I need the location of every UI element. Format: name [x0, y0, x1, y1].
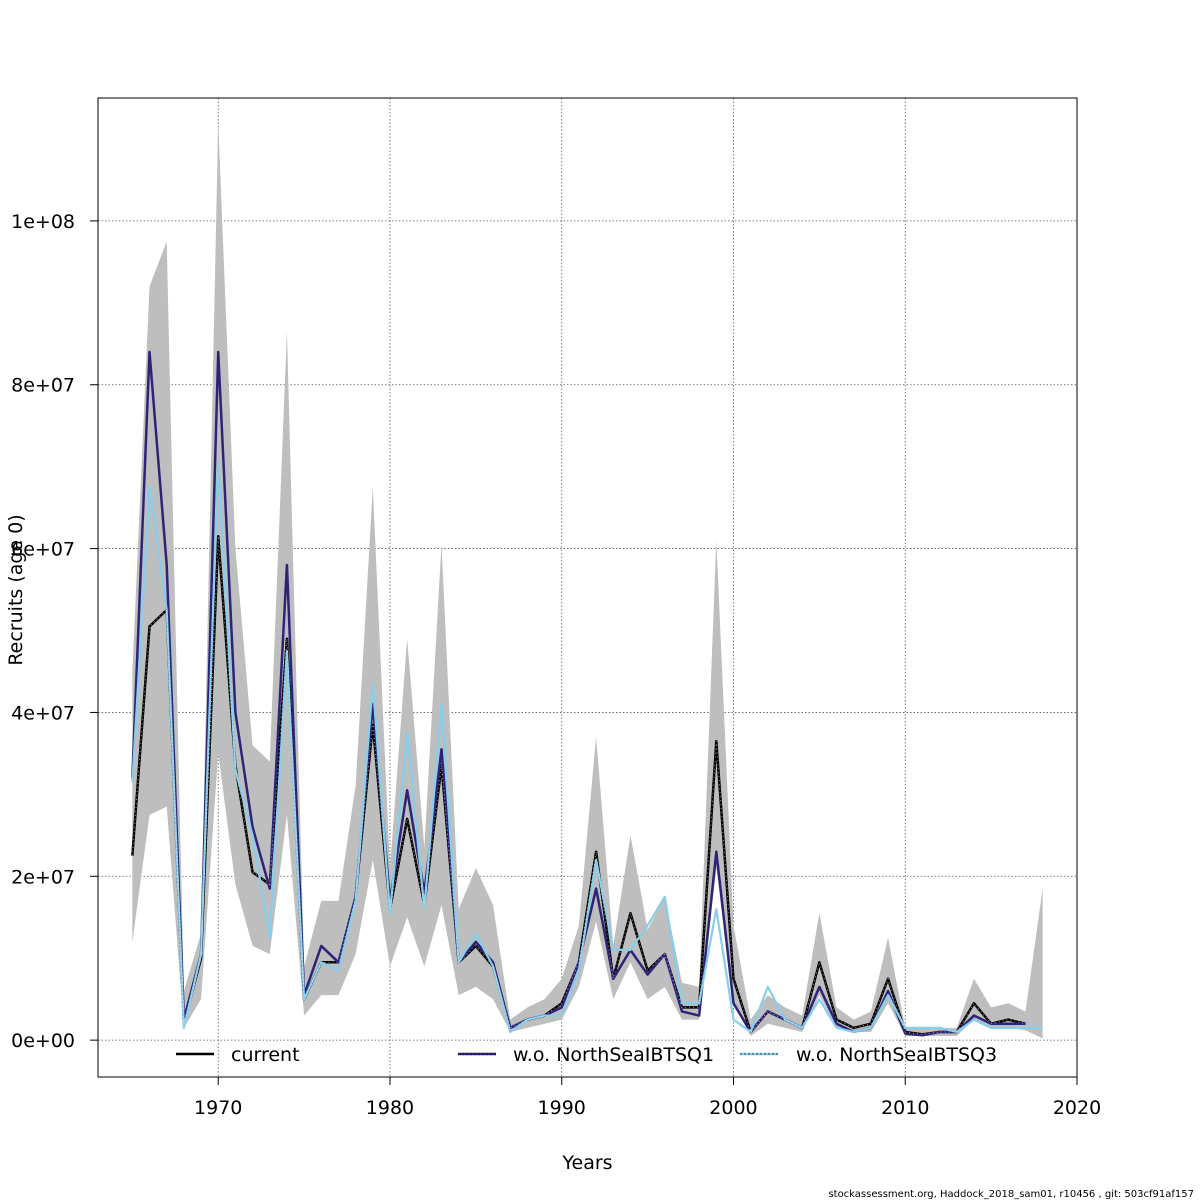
legend-label-2: w.o. NorthSeaIBTSQ3 — [796, 1044, 997, 1066]
x-axis-title: Years — [561, 1152, 612, 1174]
y-axis-ticks: 0e+00 2e+07 4e+07 6e+07 8e+07 1e+08 — [11, 211, 98, 1052]
y-tick-label: 8e+07 — [11, 375, 75, 397]
y-axis-title: Recruits (age 0) — [5, 514, 27, 665]
y-tick-label: 2e+07 — [11, 866, 75, 888]
series-lines — [131, 350, 1043, 1037]
legend-label-0: current — [231, 1044, 300, 1066]
x-tick-label: 1990 — [538, 1097, 586, 1119]
legend: current w.o. NorthSeaIBTSQ1 w.o. NorthSeaI… — [176, 1044, 997, 1066]
x-axis-ticks: 1970 1980 1990 2000 2010 2020 — [194, 1077, 1101, 1119]
y-tick-label: 1e+08 — [11, 211, 75, 233]
y-tick-label: 4e+07 — [11, 702, 75, 724]
x-tick-label: 2010 — [881, 1097, 929, 1119]
x-tick-label: 1970 — [194, 1097, 242, 1119]
series-wo-q3-line — [131, 461, 1043, 1034]
y-tick-label: 6e+07 — [11, 539, 75, 561]
series-current-dots — [131, 536, 1026, 1035]
x-tick-label: 2020 — [1053, 1097, 1101, 1119]
x-tick-label: 2000 — [709, 1097, 757, 1119]
legend-label-1: w.o. NorthSeaIBTSQ1 — [513, 1044, 714, 1066]
x-tick-label: 1980 — [366, 1097, 414, 1119]
y-tick-label: 0e+00 — [11, 1030, 75, 1052]
footer-credit: stockassessment.org, Haddock_2018_sam01,… — [828, 1189, 1194, 1200]
confidence-band-area — [132, 122, 1043, 1039]
plot-frame — [97, 97, 1078, 1078]
confidence-band — [132, 122, 1043, 1039]
